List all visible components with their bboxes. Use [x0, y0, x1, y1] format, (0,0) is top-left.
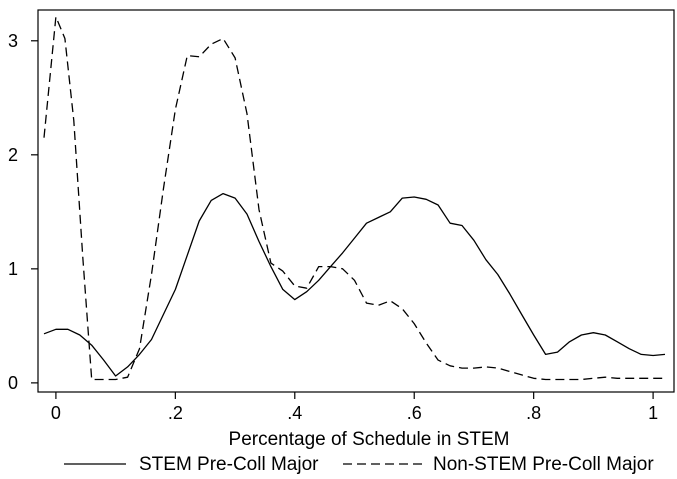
- legend-item-non-stem: Non-STEM Pre-Coll Major: [343, 454, 654, 475]
- y-tick-label: 0: [8, 373, 18, 393]
- x-tick-label: 1: [648, 403, 658, 423]
- x-tick-label: .2: [168, 403, 183, 423]
- series-line-stem: [43, 192, 666, 377]
- legend-label: Non-STEM Pre-Coll Major: [433, 454, 654, 475]
- x-axis-title: Percentage of Schedule in STEM: [229, 429, 510, 450]
- x-tick-label: .6: [407, 403, 422, 423]
- y-tick-label: 3: [8, 31, 18, 51]
- x-axis: 0 .2 .4 .6 .8 1: [51, 392, 658, 423]
- legend-item-stem: STEM Pre-Coll Major: [64, 454, 319, 475]
- x-tick-label: 0: [51, 403, 61, 423]
- plot-frame: [37, 9, 675, 393]
- legend: STEM Pre-Coll Major Non-STEM Pre-Coll Maj…: [64, 454, 654, 475]
- x-tick-label: .4: [287, 403, 302, 423]
- x-tick-label: .8: [526, 403, 541, 423]
- y-tick-label: 1: [8, 259, 18, 279]
- y-tick-label: 2: [8, 145, 18, 165]
- series-line-non-stem: [43, 16, 665, 381]
- y-axis: 0 1 2 3: [8, 31, 38, 393]
- legend-label: STEM Pre-Coll Major: [139, 454, 319, 475]
- series-layer: [43, 16, 666, 381]
